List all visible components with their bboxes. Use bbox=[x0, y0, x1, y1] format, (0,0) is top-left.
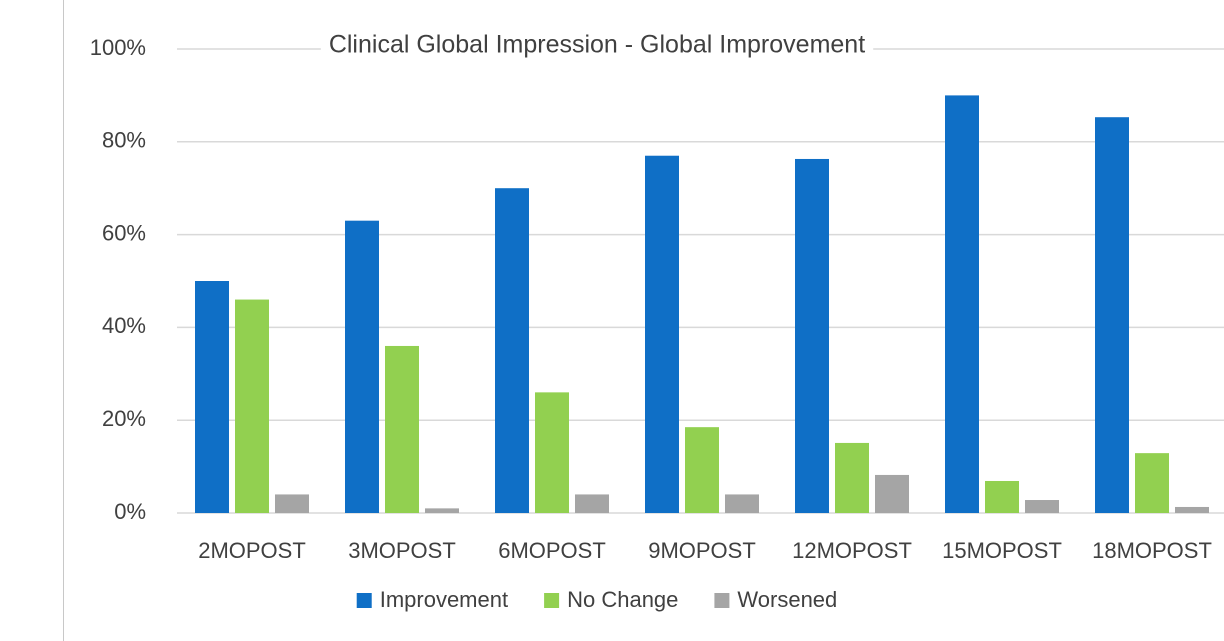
chart-title: Clinical Global Impression - Global Impr… bbox=[329, 31, 865, 59]
legend-swatch bbox=[714, 593, 730, 608]
y-tick-label: 80% bbox=[102, 128, 146, 153]
bar bbox=[685, 427, 719, 513]
bar bbox=[1135, 453, 1169, 513]
x-tick-label: 2MOPOST bbox=[198, 538, 306, 563]
bar bbox=[575, 494, 609, 513]
bar bbox=[875, 474, 909, 513]
x-tick-label: 15MOPOST bbox=[942, 538, 1062, 563]
bar bbox=[835, 442, 869, 513]
bar bbox=[1095, 117, 1129, 513]
y-tick-label: 0% bbox=[114, 499, 146, 524]
bar bbox=[985, 480, 1019, 513]
bar bbox=[1025, 500, 1059, 513]
x-tick-label: 9MOPOST bbox=[648, 538, 756, 563]
bar bbox=[945, 95, 979, 514]
bar bbox=[725, 494, 759, 513]
legend-swatch bbox=[356, 593, 372, 608]
y-tick-label: 100% bbox=[90, 35, 146, 60]
y-tick-label: 40% bbox=[102, 313, 146, 338]
legend-label: Worsened bbox=[737, 587, 837, 612]
legend-swatch bbox=[544, 593, 560, 608]
bar bbox=[535, 392, 569, 513]
title-background bbox=[320, 30, 874, 59]
bar bbox=[795, 158, 829, 513]
bar bbox=[275, 494, 309, 513]
y-tick-label: 20% bbox=[102, 406, 146, 431]
x-tick-label: 6MOPOST bbox=[498, 538, 606, 563]
bar bbox=[195, 281, 229, 513]
x-tick-label: 18MOPOST bbox=[1092, 538, 1212, 563]
bar bbox=[345, 220, 379, 513]
legend-label: No Change bbox=[567, 587, 678, 612]
bar bbox=[495, 188, 529, 513]
bar bbox=[385, 345, 419, 513]
bar bbox=[425, 508, 459, 513]
x-tick-label: 3MOPOST bbox=[348, 538, 456, 563]
x-tick-label: 12MOPOST bbox=[792, 538, 912, 563]
legend-label: Improvement bbox=[380, 587, 508, 612]
bar bbox=[1175, 506, 1209, 513]
bar bbox=[235, 299, 269, 513]
y-tick-label: 60% bbox=[102, 220, 146, 245]
bar bbox=[645, 155, 679, 513]
